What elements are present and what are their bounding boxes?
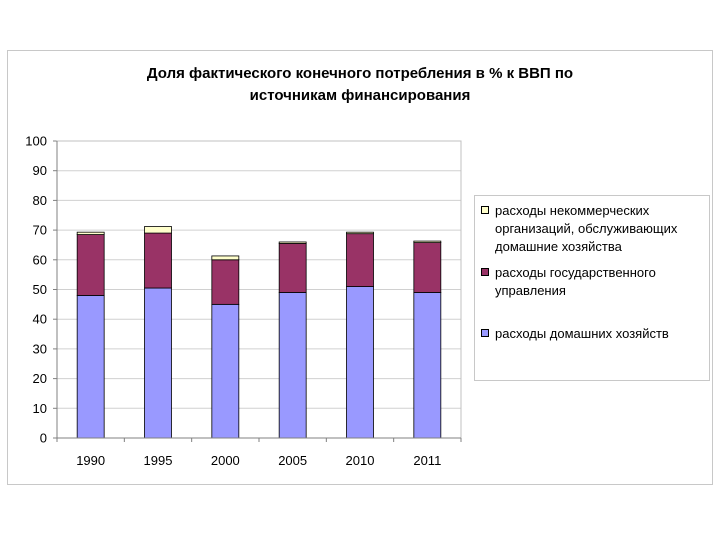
- bar-government: [144, 232, 172, 289]
- bar-nonprofit: [278, 241, 307, 244]
- bar-nonprofit: [346, 231, 374, 235]
- bar-households: [413, 292, 442, 439]
- x-tick-label: 2000: [211, 453, 240, 468]
- bar-households: [346, 286, 374, 439]
- x-tick-label: 2005: [278, 453, 307, 468]
- bar-government: [211, 259, 240, 305]
- y-tick-label: 50: [33, 282, 47, 297]
- y-tick-label: 0: [40, 431, 47, 446]
- legend-item-households: расходы домашних хозяйств: [481, 325, 707, 343]
- bar-nonprofit: [211, 255, 240, 261]
- bar-households: [76, 295, 105, 439]
- y-tick-label: 10: [33, 401, 47, 416]
- bar-government: [346, 233, 374, 287]
- y-tick-label: 70: [33, 223, 47, 238]
- x-tick-label: 2011: [413, 453, 441, 468]
- bar-nonprofit: [413, 240, 442, 243]
- legend-swatch-government: [481, 268, 489, 276]
- legend-label-nonprofit: расходы некоммерческих организаций, обсл…: [495, 203, 678, 254]
- chart-title: Доля фактического конечного потребления …: [0, 63, 720, 107]
- legend-label-government: расходы государственного управления: [495, 265, 656, 298]
- y-tick-label: 30: [33, 341, 47, 356]
- y-tick-label: 100: [25, 134, 47, 149]
- y-tick-label: 80: [33, 193, 47, 208]
- legend-swatch-households: [481, 329, 489, 337]
- legend-label-households: расходы домашних хозяйств: [495, 326, 669, 341]
- y-tick-label: 40: [33, 312, 47, 327]
- x-tick-label: 1990: [76, 453, 105, 468]
- bar-nonprofit: [76, 231, 105, 235]
- bar-households: [144, 287, 172, 439]
- x-tick-label: 2010: [346, 453, 375, 468]
- bar-nonprofit: [144, 226, 172, 234]
- bar-government: [278, 243, 307, 293]
- legend-item-government: расходы государственного управления: [481, 264, 707, 300]
- chart-title-line-2: источникам финансирования: [249, 87, 471, 104]
- chart-title-line-1: Доля фактического конечного потребления …: [146, 65, 574, 82]
- x-tick-label: 1995: [144, 453, 173, 468]
- legend: расходы некоммерческих организаций, обсл…: [474, 195, 710, 381]
- legend-item-nonprofit: расходы некоммерческих организаций, обсл…: [481, 202, 707, 256]
- bar-government: [76, 234, 105, 296]
- y-tick-label: 90: [33, 163, 47, 178]
- y-tick-label: 20: [33, 371, 47, 386]
- legend-swatch-nonprofit: [481, 206, 489, 214]
- bar-households: [211, 303, 240, 439]
- bar-government: [413, 242, 442, 293]
- bar-households: [278, 292, 307, 439]
- y-tick-label: 60: [33, 252, 47, 267]
